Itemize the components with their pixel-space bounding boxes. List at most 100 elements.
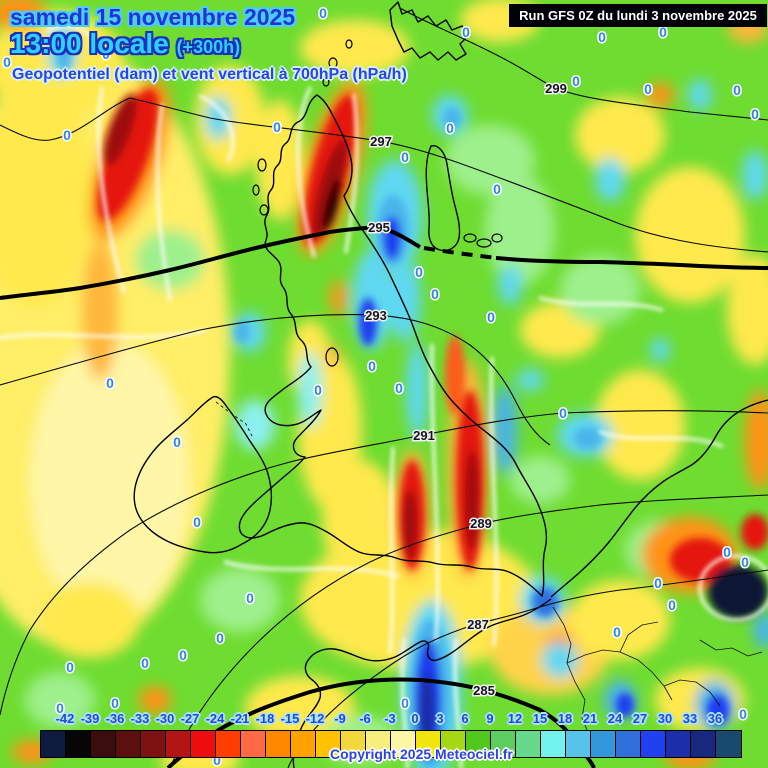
- scale-color-box: [391, 731, 416, 757]
- scale-color-box: [591, 731, 616, 757]
- contour-287-line: [287, 569, 768, 768]
- local-time: 13:00 locale: [10, 28, 169, 59]
- scale-color-box: [491, 731, 516, 757]
- zero-label: 0: [173, 434, 181, 450]
- zero-label: 0: [3, 54, 11, 70]
- zero-label: 0: [739, 706, 747, 722]
- scale-color-box: [441, 731, 466, 757]
- scale-value-label: 27: [632, 711, 648, 726]
- coast-great-britain: [238, 94, 548, 597]
- zero-label: 0: [63, 127, 71, 143]
- coast-scandinavia: [389, 1, 469, 61]
- zero-label: 0: [246, 590, 254, 606]
- scale-value-label: 21: [582, 711, 598, 726]
- scale-value-label: 9: [486, 711, 494, 726]
- scale-color-box: [91, 731, 116, 757]
- zero-label: 0: [487, 309, 495, 325]
- zero-label: 0: [213, 752, 221, 768]
- scale-color-box: [416, 731, 441, 757]
- contour-labels: 299 297 295 293 291 289 287 285: [364, 80, 569, 700]
- zero-label: 0: [659, 24, 667, 40]
- date-title: samedi 15 novembre 2025: [10, 4, 296, 30]
- zero-label: 0: [319, 5, 327, 21]
- contour-label-295: 295: [368, 220, 390, 235]
- scale-value-label: -12: [305, 711, 325, 726]
- scale-value-label: -21: [230, 711, 250, 726]
- forecast-offset: (+300h): [176, 37, 241, 57]
- contour-297-line: [0, 97, 768, 253]
- zero-label: 0: [395, 380, 403, 396]
- scale-value-label: 33: [682, 711, 698, 726]
- scale-value-label: -42: [55, 711, 75, 726]
- scale-color-box: [141, 731, 166, 757]
- scale-value-label: -3: [384, 711, 396, 726]
- contour-label-293: 293: [365, 308, 387, 323]
- scale-color-box: [166, 731, 191, 757]
- scale-color-box: [116, 731, 141, 757]
- scale-value-label: -15: [280, 711, 300, 726]
- color-scale-labels: -42 -39 -36 -33 -30 -27 -24 -21 -18 -15 -12 -9 -6 -3 0…: [0, 711, 768, 728]
- zero-label: 0: [751, 106, 759, 122]
- contour-label-289: 289: [470, 516, 492, 531]
- zero-label: 0: [741, 554, 749, 570]
- parameter-subtitle: Geopotentiel (dam) et vent vertical à 70…: [12, 66, 407, 83]
- zero-label: 0: [401, 695, 409, 711]
- scale-value-label: -6: [359, 711, 371, 726]
- scale-value-label: 30: [657, 711, 673, 726]
- contour-label-285: 285: [473, 683, 495, 698]
- scale-value-label: 18: [557, 711, 573, 726]
- copyright-text: Copyright 2025 Meteociel.fr: [330, 746, 513, 762]
- scale-color-box: [716, 731, 741, 757]
- contour-label-297: 297: [370, 134, 392, 149]
- zero-label: 0: [179, 647, 187, 663]
- zero-velocity-lines: [0, 24, 768, 768]
- zero-label: 0: [668, 597, 676, 613]
- scale-color-box: [466, 731, 491, 757]
- color-scale-boxes: [40, 730, 742, 758]
- scale-value-label: 15: [532, 711, 548, 726]
- zero-label: 0: [102, 46, 110, 62]
- time-title: 13:00 locale (+300h): [10, 28, 240, 60]
- scale-color-box: [316, 731, 341, 757]
- scale-value-label: -27: [180, 711, 200, 726]
- scale-value-label: -36: [105, 711, 125, 726]
- scale-value-label: 24: [607, 711, 623, 726]
- zero-label: 0: [415, 264, 423, 280]
- scale-color-box: [366, 731, 391, 757]
- scale-color-box: [266, 731, 291, 757]
- zero-label: 0: [56, 700, 64, 716]
- scale-value-label: 36: [707, 711, 723, 726]
- scale-value-label: -24: [205, 711, 225, 726]
- scale-color-box: [341, 731, 366, 757]
- contour-289-line: [169, 494, 768, 768]
- zero-label: 0: [273, 119, 281, 135]
- contour-295-line: [0, 224, 422, 300]
- scale-color-box: [516, 731, 541, 757]
- zero-label: 0: [723, 544, 731, 560]
- zero-label: 0: [654, 575, 662, 591]
- zero-label: 0: [314, 382, 322, 398]
- scale-value-label: 3: [436, 711, 444, 726]
- coastlines: [133, 1, 768, 768]
- scale-color-box: [666, 731, 691, 757]
- coast-ireland: [133, 395, 273, 554]
- zero-label: 0: [431, 286, 439, 302]
- scale-color-box: [541, 731, 566, 757]
- scale-value-label: -33: [130, 711, 150, 726]
- zero-label: 0: [106, 375, 114, 391]
- zero-label: 0: [644, 81, 652, 97]
- zero-label: 0: [733, 82, 741, 98]
- scale-value-label: -18: [255, 711, 275, 726]
- zero-label: 0: [193, 514, 201, 530]
- scale-value-label: -9: [334, 711, 346, 726]
- scale-color-box: [216, 731, 241, 757]
- scale-color-box: [291, 731, 316, 757]
- scale-color-box: [66, 731, 91, 757]
- contour-label-299: 299: [545, 81, 567, 96]
- zero-label: 0: [141, 655, 149, 671]
- scale-value-label: -30: [155, 711, 175, 726]
- zero-label: 0: [559, 405, 567, 421]
- scale-value-label: 12: [507, 711, 523, 726]
